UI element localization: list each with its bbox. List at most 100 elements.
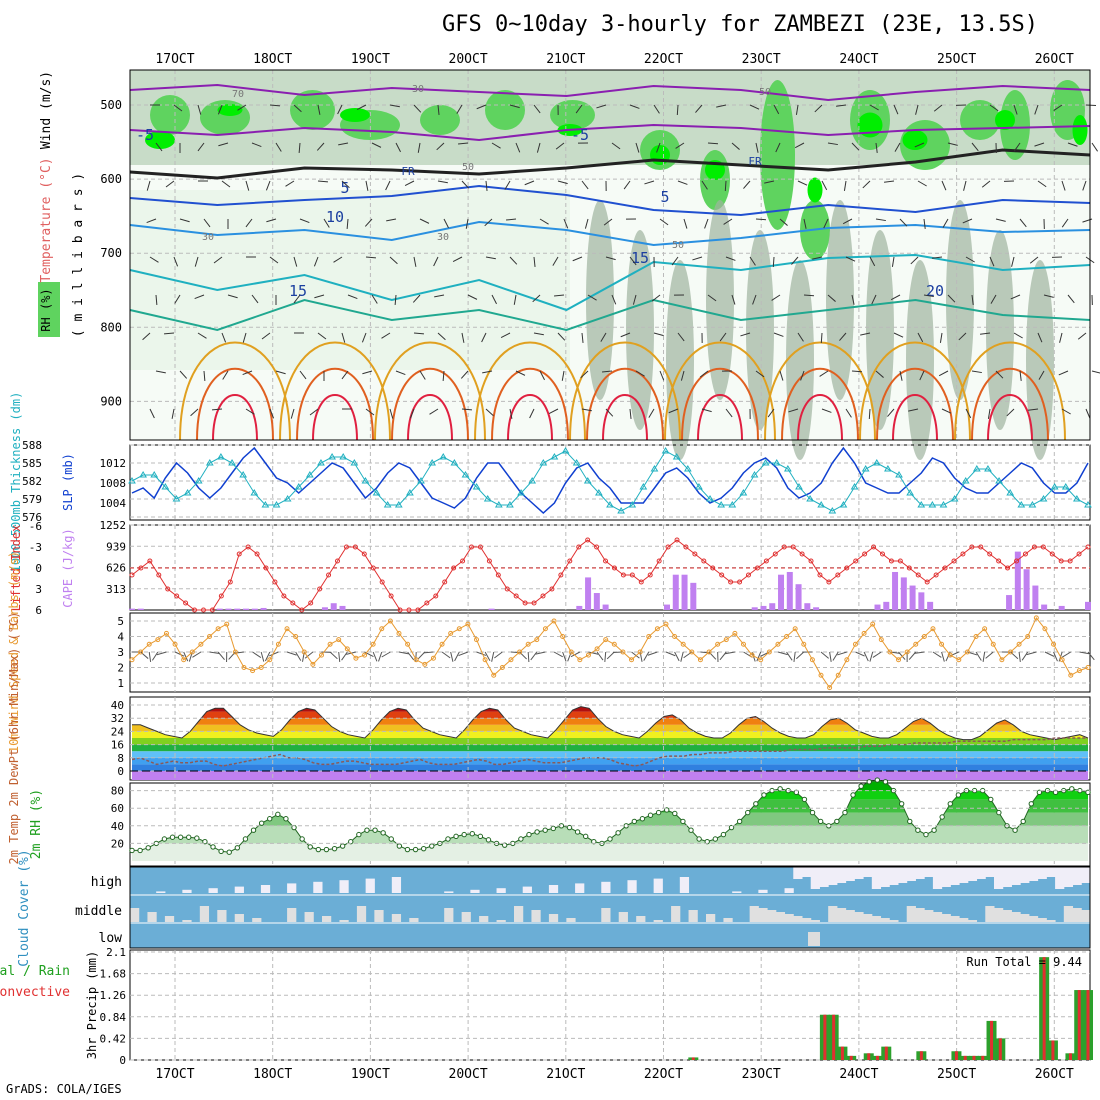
cape-bar bbox=[1085, 601, 1091, 610]
surface-wind-barb bbox=[553, 651, 564, 658]
wind-barb bbox=[869, 256, 876, 267]
cape-bar bbox=[129, 608, 135, 610]
li-point bbox=[888, 558, 894, 564]
middle-cloud-bar bbox=[932, 912, 943, 922]
surface-wind-barb bbox=[975, 651, 982, 661]
wind-barb bbox=[1010, 294, 1021, 300]
thickness-point bbox=[406, 489, 414, 496]
thickness-point bbox=[150, 471, 159, 478]
wind-barb bbox=[839, 332, 847, 341]
rh-saturated-patch bbox=[1072, 115, 1088, 145]
wind-barb bbox=[1085, 104, 1097, 107]
li-point bbox=[147, 558, 153, 564]
wind-barb bbox=[467, 294, 478, 300]
surface-wind-barb bbox=[643, 651, 650, 661]
wind-barb bbox=[699, 370, 709, 378]
wind-barb bbox=[851, 370, 863, 373]
wind-speed-point bbox=[749, 652, 755, 658]
li-point bbox=[799, 551, 805, 557]
wind-barb bbox=[173, 104, 183, 112]
middle-cloud-bar bbox=[601, 908, 611, 922]
wind-barb bbox=[941, 180, 947, 191]
surface-wind-barb bbox=[985, 651, 994, 659]
rh-legend-swatch bbox=[38, 282, 60, 337]
wind-barb bbox=[395, 370, 406, 376]
wind-barb bbox=[513, 294, 517, 305]
wind-barb bbox=[1067, 294, 1075, 304]
surface-wind-barb bbox=[837, 651, 847, 656]
surface-wind-barb bbox=[1010, 651, 1019, 660]
li-point bbox=[996, 558, 1002, 564]
wind-barb bbox=[803, 294, 815, 297]
wind-speed-point bbox=[861, 630, 867, 636]
rh-moist-patch bbox=[760, 80, 795, 230]
wind-speed-point bbox=[551, 618, 557, 624]
wind-barb bbox=[563, 218, 569, 229]
wind-barb bbox=[341, 332, 346, 343]
rh-point bbox=[607, 836, 613, 842]
warm-temperature-contour bbox=[196, 367, 274, 441]
li-point bbox=[334, 558, 340, 564]
wind-barb bbox=[429, 408, 439, 415]
wind-speed-point bbox=[198, 641, 204, 647]
li-tick: 0 bbox=[35, 562, 42, 575]
middle-cloud-bar bbox=[767, 910, 777, 922]
wind-barb bbox=[683, 218, 688, 229]
precip-tick: 1.26 bbox=[100, 989, 127, 1002]
wind-barb bbox=[365, 180, 369, 191]
temp-color-band bbox=[132, 771, 1088, 780]
wind-barb bbox=[389, 256, 398, 265]
thickness-point bbox=[494, 501, 503, 508]
middle-cloud-bar bbox=[147, 912, 157, 922]
precip-legend-convective: Convective bbox=[0, 985, 70, 1000]
wind-speed-point bbox=[275, 641, 281, 647]
thickness-tick: 585 bbox=[22, 457, 42, 470]
wind-speed-point bbox=[585, 652, 591, 658]
wind-barb bbox=[651, 294, 661, 302]
wind-speed-point bbox=[568, 649, 574, 655]
thickness-point bbox=[317, 459, 325, 466]
wind-barb bbox=[203, 370, 206, 382]
li-point bbox=[603, 558, 609, 564]
wind-barb bbox=[749, 104, 760, 110]
thickness-point bbox=[861, 465, 870, 472]
wind-barb bbox=[989, 256, 995, 267]
wind-speed-point bbox=[706, 649, 712, 655]
wind-speed-point bbox=[560, 634, 566, 639]
surface-wind-barb bbox=[855, 651, 865, 657]
wind-barb bbox=[875, 218, 886, 222]
wind-barb bbox=[890, 294, 901, 301]
wind-speed-point bbox=[913, 641, 919, 647]
thickness-point bbox=[728, 501, 737, 508]
wind-speed-point bbox=[818, 672, 824, 678]
wind-speed-point bbox=[852, 641, 858, 647]
precip-legend-total: Total / Rain bbox=[0, 964, 70, 979]
wind-barb bbox=[1091, 142, 1099, 152]
rh-point bbox=[469, 831, 475, 837]
wind-barb bbox=[947, 294, 956, 303]
temperature-contour bbox=[129, 148, 1091, 180]
wind-speed-point bbox=[629, 657, 635, 663]
li-point bbox=[138, 565, 144, 571]
wind-barb bbox=[552, 256, 559, 266]
wind-barb bbox=[485, 256, 496, 260]
cape-bar bbox=[243, 608, 250, 610]
wind-barb bbox=[476, 104, 487, 110]
wind-barb bbox=[1077, 332, 1087, 340]
middle-cloud-bar bbox=[871, 916, 882, 922]
li-point bbox=[477, 544, 483, 550]
temp-color-band bbox=[132, 751, 1088, 758]
wind-barb bbox=[623, 180, 631, 190]
wind-barb bbox=[596, 104, 607, 109]
wind-barb bbox=[371, 142, 382, 148]
li-point bbox=[737, 579, 743, 585]
wind-barb bbox=[504, 180, 511, 190]
cape-bar bbox=[339, 605, 346, 610]
thickness-point bbox=[1084, 501, 1092, 508]
cape-bar bbox=[778, 574, 785, 610]
temp-color-band bbox=[132, 711, 1088, 719]
rh-point bbox=[874, 777, 881, 783]
li-point bbox=[370, 565, 376, 571]
temperature-contour-label: 5 bbox=[340, 179, 349, 197]
wind-barb bbox=[938, 370, 949, 377]
